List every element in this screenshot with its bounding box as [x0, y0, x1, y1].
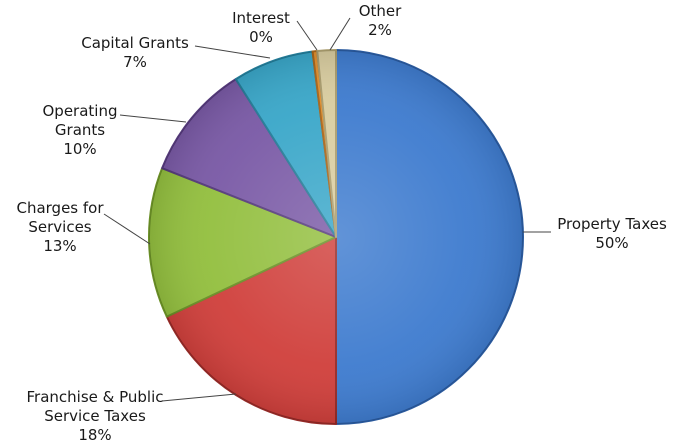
slice-pct-other: 2%	[368, 21, 392, 39]
slice-name-interest: Interest	[232, 9, 290, 27]
slice-pct-property-taxes: 50%	[595, 234, 628, 252]
slice-name-charges-for-services: Charges for Services	[16, 199, 104, 236]
slice-name-other: Other	[359, 2, 402, 20]
slices-layer	[148, 48, 524, 425]
leader-lines-layer	[103, 17, 551, 402]
leader-line-charges-for-services	[103, 213, 151, 245]
slice-pct-interest: 0%	[249, 28, 273, 46]
leader-line-franchise-public-service-taxes	[161, 393, 237, 402]
leader-line-capital-grants	[194, 45, 271, 59]
leader-line-other	[329, 17, 351, 51]
slice-pct-franchise-public-service-taxes: 18%	[78, 426, 111, 444]
slice-pct-charges-for-services: 13%	[43, 237, 76, 255]
slice-name-operating-grants: Operating Grants	[43, 102, 118, 139]
slice-property-taxes	[335, 49, 524, 425]
slice-pct-operating-grants: 10%	[63, 140, 96, 158]
slice-pct-capital-grants: 7%	[123, 53, 147, 71]
slice-name-capital-grants: Capital Grants	[81, 34, 189, 52]
leader-line-interest	[296, 20, 318, 51]
slice-name-franchise-public-service-taxes: Franchise & Public Service Taxes	[27, 388, 164, 425]
leader-line-operating-grants	[119, 114, 187, 123]
slice-name-property-taxes: Property Taxes	[557, 215, 667, 233]
